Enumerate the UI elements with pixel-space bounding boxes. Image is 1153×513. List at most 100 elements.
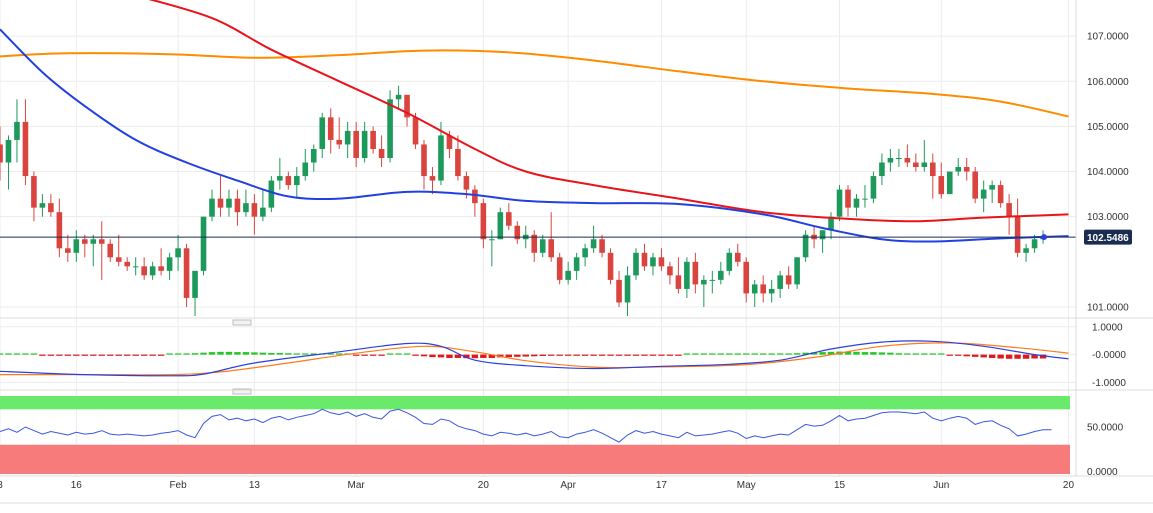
x-tick-label: 17 bbox=[656, 480, 668, 491]
candle-down bbox=[463, 176, 470, 190]
macd-signal-line bbox=[0, 342, 1069, 376]
price-tick-label: 106.0000 bbox=[1087, 77, 1129, 88]
macd-bar-negative bbox=[361, 354, 368, 356]
candle-down bbox=[48, 203, 54, 213]
candle-up bbox=[751, 284, 758, 294]
candle-up bbox=[166, 257, 173, 271]
candle-up bbox=[828, 216, 834, 231]
candle-up bbox=[802, 234, 809, 258]
macd-bar-negative bbox=[624, 354, 631, 356]
x-tick-label: 16 bbox=[71, 480, 83, 491]
macd-bar-positive bbox=[251, 352, 258, 355]
candle-up bbox=[268, 180, 275, 208]
macd-bar-negative bbox=[420, 354, 428, 357]
macd-bar-positive bbox=[768, 353, 775, 355]
oscillator-line bbox=[0, 408, 1052, 443]
candle-down bbox=[336, 139, 342, 145]
candle-up bbox=[921, 162, 928, 168]
x-axis: 3 16 Feb 13 Mar 20 Apr 17 May 15 Jun 20 bbox=[0, 480, 1074, 491]
macd-bar-positive bbox=[887, 352, 894, 355]
candle-down bbox=[217, 198, 224, 208]
candle-up bbox=[565, 270, 571, 280]
macd-bar-positive bbox=[302, 353, 309, 355]
macd-bar-positive bbox=[692, 353, 699, 355]
candle-down bbox=[845, 189, 851, 208]
x-tick-label: Feb bbox=[169, 480, 187, 491]
candle-down bbox=[556, 257, 563, 280]
candle-up bbox=[777, 275, 783, 289]
macd-bar-negative bbox=[972, 354, 979, 357]
macd-bar-positive bbox=[683, 353, 691, 355]
macd-bar-positive bbox=[403, 353, 411, 355]
candle-down bbox=[234, 198, 241, 213]
overbought-zone bbox=[0, 396, 1070, 410]
x-tick-label: 15 bbox=[834, 480, 846, 491]
candle-down bbox=[251, 203, 258, 217]
macd-bar-positive bbox=[13, 353, 21, 355]
macd-bar-negative bbox=[590, 354, 597, 356]
candle-down bbox=[480, 203, 487, 240]
oversold-zone bbox=[0, 444, 1070, 474]
macd-bar-negative bbox=[666, 354, 674, 356]
macd-bar-negative bbox=[675, 354, 682, 356]
candle-down bbox=[692, 261, 699, 285]
candle-up bbox=[539, 239, 546, 253]
macd-bar-positive bbox=[327, 353, 334, 355]
oscillator-tick-label: 50.0000 bbox=[1087, 423, 1124, 434]
candle-up bbox=[896, 158, 902, 159]
candle-down bbox=[446, 135, 453, 149]
price-panel: 107.0000 106.0000 105.0000 104.0000 103.0000… bbox=[0, 0, 1132, 476]
candle-up bbox=[650, 257, 656, 267]
x-tick-label: 20 bbox=[478, 480, 490, 491]
candle-down bbox=[429, 176, 436, 181]
macd-bar-positive bbox=[191, 353, 199, 355]
candle-up bbox=[14, 121, 20, 140]
macd-bar-positive bbox=[870, 352, 877, 355]
candle-up bbox=[836, 189, 843, 217]
sma-mid-line bbox=[148, 0, 1069, 223]
macd-bar-positive bbox=[310, 353, 317, 355]
macd-bar-positive bbox=[166, 353, 173, 355]
sma-long-line bbox=[0, 49, 1069, 118]
macd-bar-negative bbox=[598, 354, 606, 356]
candle-up bbox=[701, 279, 707, 285]
candle-down bbox=[972, 171, 978, 199]
macd-bar-positive bbox=[895, 353, 903, 355]
panel-resize-handle-oscillator[interactable] bbox=[232, 388, 252, 395]
candle-down bbox=[370, 130, 376, 149]
candle-up bbox=[726, 252, 733, 271]
macd-bar-negative bbox=[556, 354, 563, 356]
macd-bar-positive bbox=[0, 353, 4, 355]
macd-bar-positive bbox=[709, 353, 716, 355]
candle-down bbox=[641, 252, 648, 267]
panel-handles[interactable] bbox=[232, 319, 252, 395]
macd-bar-negative bbox=[412, 354, 419, 356]
candle-up bbox=[709, 279, 716, 281]
candle-down bbox=[158, 266, 164, 271]
panel-resize-handle-macd[interactable] bbox=[232, 319, 252, 326]
candle-down bbox=[421, 144, 427, 177]
candle-down bbox=[455, 148, 461, 177]
price-tick-label: 107.0000 bbox=[1087, 32, 1129, 43]
macd-bar-negative bbox=[480, 354, 487, 358]
candle-down bbox=[548, 239, 554, 258]
macd-bar-negative bbox=[1039, 354, 1047, 359]
macd-bar-positive bbox=[395, 353, 402, 355]
macd-bar-positive bbox=[844, 351, 852, 355]
macd-bar-positive bbox=[929, 353, 936, 355]
candle-up bbox=[989, 185, 995, 190]
candle-up bbox=[718, 270, 724, 280]
macd-bar-negative bbox=[488, 354, 496, 358]
candle-up bbox=[819, 230, 826, 240]
macd-bar-positive bbox=[734, 353, 741, 355]
candle-down bbox=[183, 248, 190, 298]
macd-bar-negative bbox=[1014, 354, 1021, 359]
candle-up bbox=[870, 176, 877, 199]
macd-bar-positive bbox=[743, 353, 750, 355]
macd-panel: 1.0000 -0.0000 -1.0000 bbox=[0, 322, 1126, 389]
macd-bar-negative bbox=[132, 354, 139, 356]
price-tick-label: 101.0000 bbox=[1087, 302, 1129, 313]
macd-bar-positive bbox=[785, 353, 792, 355]
candle-down bbox=[412, 117, 419, 145]
